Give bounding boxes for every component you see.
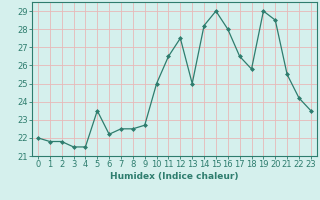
X-axis label: Humidex (Indice chaleur): Humidex (Indice chaleur): [110, 172, 239, 181]
